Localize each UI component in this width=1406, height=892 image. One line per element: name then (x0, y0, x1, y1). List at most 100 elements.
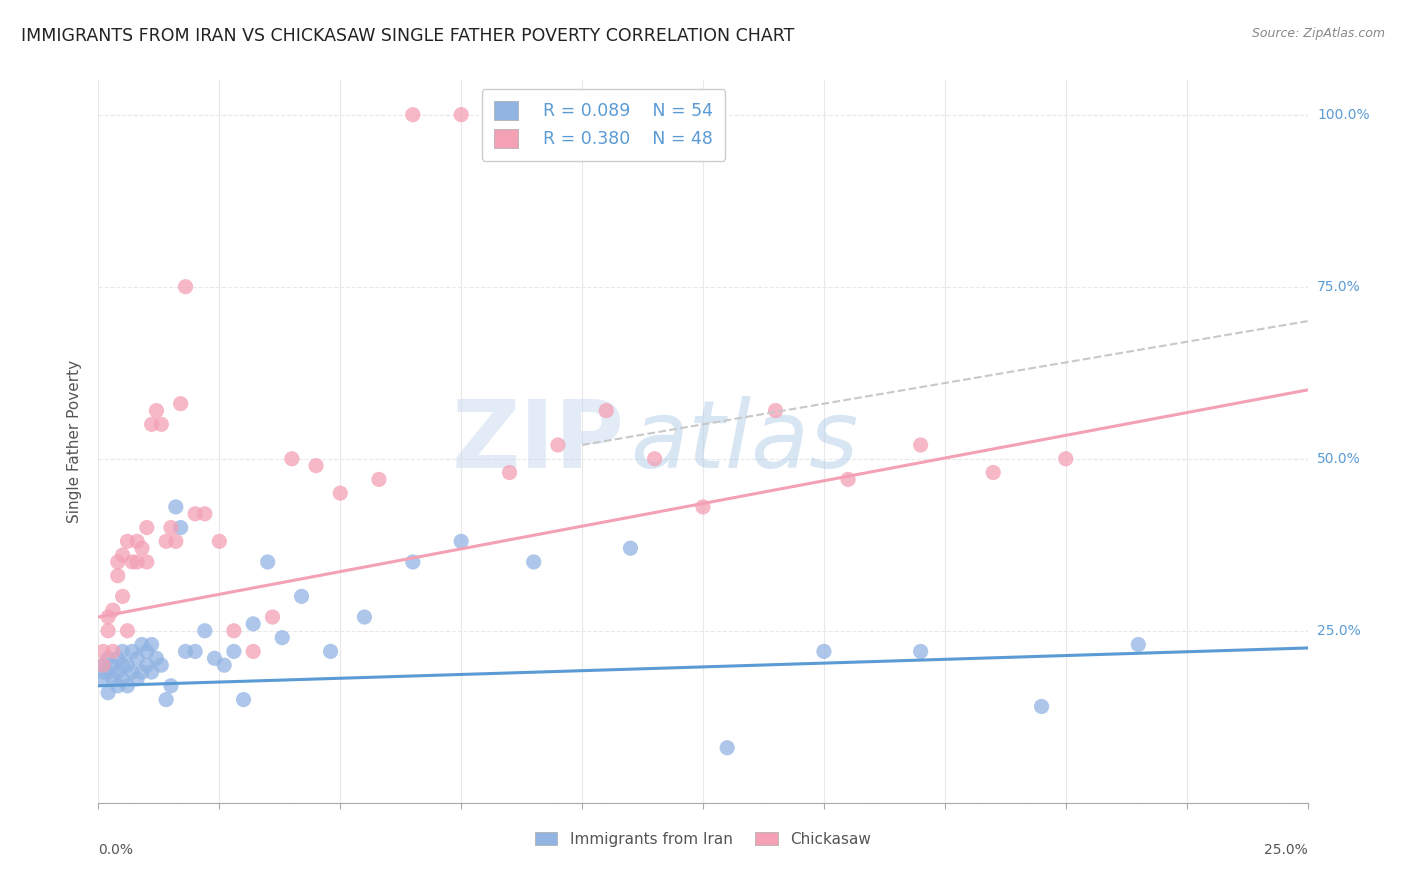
Point (450, 108, 472, 122)
Point (160, 679, 183, 693)
Point (101, 658, 124, 673)
Point (184, 507, 207, 521)
Point (353, 610, 375, 624)
Point (135, 520, 157, 534)
Text: IMMIGRANTS FROM IRAN VS CHICKASAW SINGLE FATHER POVERTY CORRELATION CHART: IMMIGRANTS FROM IRAN VS CHICKASAW SINGLE… (21, 27, 794, 45)
Point (150, 658, 173, 673)
Point (160, 520, 183, 534)
Point (111, 644, 134, 658)
Text: 25.0%: 25.0% (1317, 624, 1361, 638)
Point (242, 644, 264, 658)
Y-axis label: Single Father Poverty: Single Father Poverty (67, 360, 83, 523)
Point (165, 500, 187, 514)
Point (256, 555, 278, 569)
Point (131, 541, 153, 556)
Point (1031, 699, 1053, 714)
Point (121, 555, 143, 569)
Point (837, 472, 859, 486)
Point (981, 466, 1004, 480)
Point (107, 555, 129, 569)
Point (212, 658, 235, 673)
Point (101, 644, 124, 658)
Point (174, 279, 197, 293)
Point (204, 651, 226, 665)
Point (329, 486, 352, 500)
Point (91, 658, 114, 673)
Point (910, 438, 932, 452)
Text: atlas: atlas (630, 396, 859, 487)
Point (141, 638, 163, 652)
Point (194, 507, 217, 521)
Point (131, 638, 153, 652)
Point (97, 624, 120, 638)
Point (131, 665, 153, 679)
Point (145, 651, 167, 665)
Point (117, 534, 139, 549)
Point (281, 451, 304, 466)
Point (692, 500, 714, 514)
Point (169, 520, 191, 534)
Point (97, 686, 120, 700)
Point (127, 651, 149, 665)
Text: ZIP: ZIP (451, 395, 624, 488)
Text: 50.0%: 50.0% (1317, 451, 1361, 466)
Point (141, 417, 163, 432)
Point (101, 603, 124, 617)
Point (107, 568, 129, 582)
Point (169, 397, 191, 411)
Point (107, 679, 129, 693)
Point (135, 555, 157, 569)
Text: 25.0%: 25.0% (1264, 843, 1308, 856)
Point (91, 665, 114, 679)
Legend: Immigrants from Iran, Chickasaw: Immigrants from Iran, Chickasaw (529, 826, 877, 853)
Point (107, 665, 129, 679)
Point (150, 417, 173, 432)
Point (1128, 638, 1150, 652)
Point (141, 665, 163, 679)
Point (127, 555, 149, 569)
Point (111, 658, 134, 673)
Point (91, 672, 114, 686)
Point (319, 644, 342, 658)
Point (910, 644, 932, 658)
Point (111, 590, 134, 604)
Point (498, 466, 520, 480)
Point (155, 692, 177, 706)
Text: 100.0%: 100.0% (1317, 108, 1369, 121)
Point (262, 610, 284, 624)
Point (595, 403, 617, 417)
Text: 75.0%: 75.0% (1317, 280, 1361, 293)
Point (117, 624, 139, 638)
Point (523, 555, 546, 569)
Point (121, 644, 143, 658)
Point (1054, 451, 1077, 466)
Point (117, 679, 139, 693)
Point (121, 665, 143, 679)
Text: Source: ZipAtlas.com: Source: ZipAtlas.com (1251, 27, 1385, 40)
Point (271, 631, 294, 645)
Point (101, 672, 124, 686)
Point (644, 451, 666, 466)
Point (402, 555, 425, 569)
Point (184, 644, 207, 658)
Point (174, 644, 197, 658)
Point (222, 644, 245, 658)
Point (91, 658, 114, 673)
Point (97, 651, 120, 665)
Point (619, 541, 641, 556)
Point (208, 534, 231, 549)
Point (135, 644, 157, 658)
Point (222, 624, 245, 638)
Point (107, 651, 129, 665)
Point (232, 692, 254, 706)
Point (111, 672, 134, 686)
Point (135, 658, 157, 673)
Point (547, 438, 569, 452)
Point (716, 740, 738, 755)
Point (127, 672, 149, 686)
Point (242, 616, 264, 631)
Point (117, 658, 139, 673)
Text: 0.0%: 0.0% (98, 843, 134, 856)
Point (97, 610, 120, 624)
Point (813, 644, 835, 658)
